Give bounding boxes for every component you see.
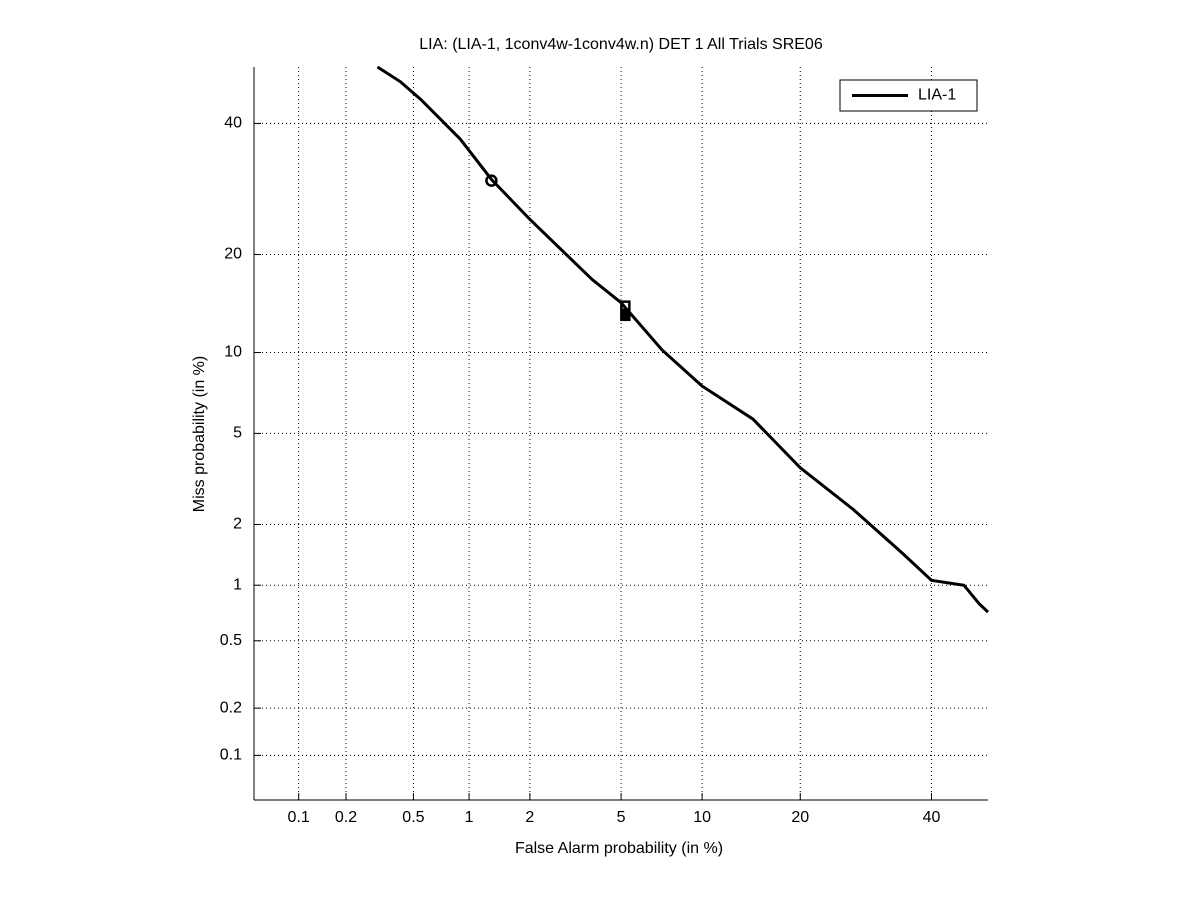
x-tick-label: 20 [791,809,809,826]
y-tick-label: 40 [224,115,242,132]
x-tick-label: 40 [923,809,941,826]
y-tick-label: 20 [224,246,242,263]
y-tick-label: 2 [233,516,242,533]
legend-label: LIA-1 [918,87,956,104]
y-tick-label: 5 [233,425,242,442]
y-tick-label: 0.2 [220,699,242,716]
x-tick-label: 5 [617,809,626,826]
x-tick-label: 10 [693,809,711,826]
line [376,65,990,614]
x-tick-label: 0.5 [402,809,424,826]
marker [620,310,631,322]
marker [620,300,631,311]
y-tick-label: 0.5 [220,632,242,649]
y-tick-label: 10 [224,344,242,361]
x-axis-label: False Alarm probability (in %) [515,840,723,857]
x-tick-label: 0.1 [288,809,310,826]
y-axis-label: Miss probability (in %) [191,356,208,512]
marker [485,174,498,187]
x-tick-label: 1 [465,809,474,826]
y-tick-label: 0.1 [220,747,242,764]
x-tick-label: 2 [525,809,534,826]
y-tick-label: 1 [233,576,242,593]
x-tick-label: 0.2 [335,809,357,826]
chart-title: LIA: (LIA-1, 1conv4w-1conv4w.n) DET 1 Al… [419,36,823,53]
